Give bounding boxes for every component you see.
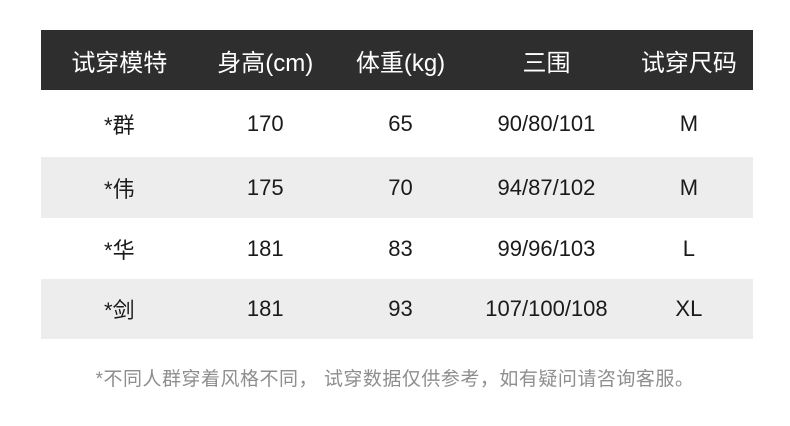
disclaimer-note: *不同人群穿着风格不同， 试穿数据仅供参考，如有疑问请咨询客服。: [95, 369, 695, 390]
header-cell-measurements: 三围: [522, 49, 571, 77]
cell-weight: 83: [388, 235, 413, 261]
table-header-row: 试穿模特 身高(cm) 体重(kg) 三围 试穿尺码: [41, 30, 753, 90]
cell-weight: 93: [388, 296, 413, 321]
cell-weight: 65: [388, 110, 413, 136]
header-cell-model: 试穿模特: [71, 49, 168, 77]
cell-model: *华: [104, 237, 135, 263]
cell-weight: 70: [388, 174, 413, 200]
cell-model: *群: [104, 112, 135, 138]
cell-measurements: 99/96/103: [497, 235, 596, 261]
cell-model: *伟: [104, 176, 135, 202]
header-cell-height: 身高(cm): [217, 49, 314, 77]
table-row: *伟 175 70 94/87/102 M: [41, 157, 753, 218]
cell-model: *剑: [104, 298, 135, 323]
cell-height: 181: [246, 235, 284, 261]
cell-height: 170: [246, 110, 284, 136]
header-cell-size: 试穿尺码: [640, 49, 737, 77]
cell-measurements: 94/87/102: [497, 174, 596, 200]
cell-measurements: 107/100/108: [485, 296, 608, 321]
size-fitting-table: 试穿模特 身高(cm) 体重(kg) 三围 试穿尺码 *群 170 65 90/…: [41, 30, 753, 339]
table-row: *剑 181 93 107/100/108 XL: [41, 279, 753, 339]
header-cell-weight: 体重(kg): [355, 49, 446, 77]
cell-height: 181: [246, 296, 284, 321]
cell-size: XL: [675, 296, 703, 321]
table-row: *群 170 65 90/80/101 M: [41, 90, 753, 157]
cell-measurements: 90/80/101: [497, 110, 596, 136]
table-row: *华 181 83 99/96/103 L: [41, 218, 753, 279]
cell-size: M: [679, 174, 699, 200]
cell-height: 175: [246, 174, 284, 200]
cell-size: L: [682, 235, 695, 261]
cell-size: M: [679, 110, 699, 136]
